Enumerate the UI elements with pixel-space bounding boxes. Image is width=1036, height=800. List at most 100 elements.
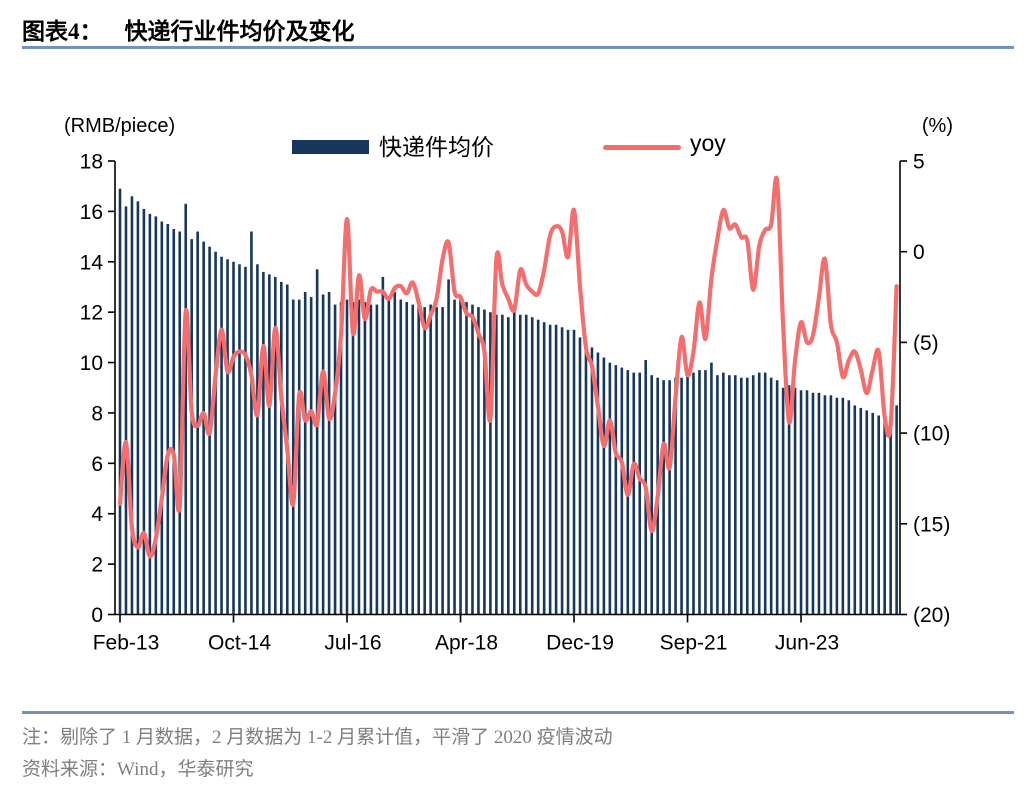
price-bar: [596, 352, 600, 615]
left-tick-label: 8: [91, 402, 103, 425]
bar-series-label: 快递件均价: [379, 135, 494, 160]
price-bar: [220, 256, 223, 615]
price-bar: [202, 241, 205, 615]
right-tick-label: 0: [913, 241, 925, 264]
price-bar: [811, 392, 815, 615]
price-bar: [447, 279, 450, 615]
price-bar: [459, 297, 462, 615]
price-bar: [375, 304, 379, 615]
yoy-line: [117, 175, 899, 559]
price-bar: [895, 405, 898, 615]
price-bar: [584, 342, 588, 615]
x-tick-label: Feb-13: [93, 632, 160, 655]
left-tick-label: 14: [80, 251, 104, 274]
line-series-label: yoy: [690, 130, 726, 156]
left-axis-unit: (RMB/piece): [64, 115, 176, 137]
x-tick-label: Oct-14: [208, 632, 271, 655]
right-tick-label: (5): [913, 332, 939, 355]
x-tick-label: Dec-19: [546, 632, 614, 655]
price-bar: [250, 231, 253, 615]
price-bar: [405, 302, 409, 615]
price-bar: [524, 314, 528, 615]
price-bar: [321, 294, 325, 615]
price-bar: [745, 377, 749, 615]
price-bar: [489, 312, 492, 615]
price-bar: [435, 307, 438, 615]
price-bar: [148, 213, 152, 615]
price-bar: [608, 362, 612, 615]
price-bar: [590, 347, 594, 615]
page-title: 快递行业件均价及变化: [124, 19, 355, 44]
chart-legend: 快递件均价 yoy: [0, 128, 1036, 164]
price-bar: [495, 314, 498, 615]
price-bar: [124, 206, 128, 615]
price-bar: [280, 281, 283, 615]
price-bar: [542, 322, 546, 615]
price-bar: [787, 385, 791, 615]
price-bar: [154, 216, 158, 615]
price-bar: [423, 307, 426, 615]
price-bar: [871, 412, 875, 615]
price-bar: [757, 372, 761, 615]
price-bar: [411, 304, 415, 615]
price-bar: [477, 307, 480, 615]
price-bar: [429, 304, 432, 615]
price-bar: [662, 380, 665, 615]
right-tick-label: (20): [913, 604, 950, 627]
chart-source: 资料来源：Wind，华泰研究: [22, 759, 254, 780]
price-bar: [865, 410, 869, 615]
price-bar: [805, 390, 809, 615]
right-tick-label: (15): [913, 513, 950, 536]
price-bar: [363, 302, 367, 615]
price-bar: [817, 392, 821, 615]
price-bar: [512, 304, 516, 615]
left-tick-label: 2: [91, 554, 103, 577]
price-bar: [501, 314, 504, 615]
price-bar: [859, 407, 863, 615]
price-bar: [578, 337, 582, 615]
price-bar: [602, 357, 606, 615]
price-bar: [381, 276, 385, 615]
price-bar: [399, 299, 403, 615]
price-bar: [769, 377, 773, 615]
price-bar: [303, 292, 307, 615]
price-bar: [829, 395, 833, 615]
price-bar: [297, 299, 301, 615]
left-tick-label: 4: [91, 503, 103, 526]
price-bar: [889, 415, 892, 615]
left-tick-label: 10: [80, 352, 103, 375]
price-bar: [465, 302, 468, 615]
price-bar: [357, 299, 361, 615]
price-bar: [190, 239, 193, 615]
price-bar: [226, 259, 229, 615]
x-tick-label: Apr-18: [435, 632, 498, 655]
price-bar: [256, 264, 259, 615]
price-bar: [614, 365, 618, 615]
price-bar: [166, 224, 170, 615]
chart-note: 注：剔除了 1 月数据，2 月数据为 1-2 月累计值，平滑了 2020 疫情波…: [22, 727, 613, 748]
footer-divider: [22, 711, 1014, 714]
price-bar: [518, 314, 522, 615]
price-bar: [417, 304, 420, 615]
price-bar: [507, 317, 510, 615]
left-tick-label: 6: [91, 453, 103, 476]
price-bar: [274, 276, 277, 615]
price-bar: [291, 299, 295, 615]
right-axis-unit: (%): [921, 115, 953, 137]
price-bar: [877, 415, 880, 615]
price-bar: [841, 397, 845, 615]
price-bar: [118, 188, 122, 615]
x-tick-label: Sep-21: [660, 632, 728, 655]
price-bar: [740, 377, 743, 615]
price-bar: [393, 292, 397, 615]
left-tick-label: 12: [80, 302, 103, 325]
price-bar: [638, 372, 642, 615]
price-bar: [620, 367, 624, 615]
price-bar: [483, 309, 486, 615]
price-bar: [692, 372, 695, 615]
price-bar: [799, 390, 803, 615]
price-bar: [453, 299, 456, 615]
price-bar: [710, 362, 713, 615]
price-bar: [793, 387, 797, 615]
left-tick-label: 16: [80, 201, 103, 224]
